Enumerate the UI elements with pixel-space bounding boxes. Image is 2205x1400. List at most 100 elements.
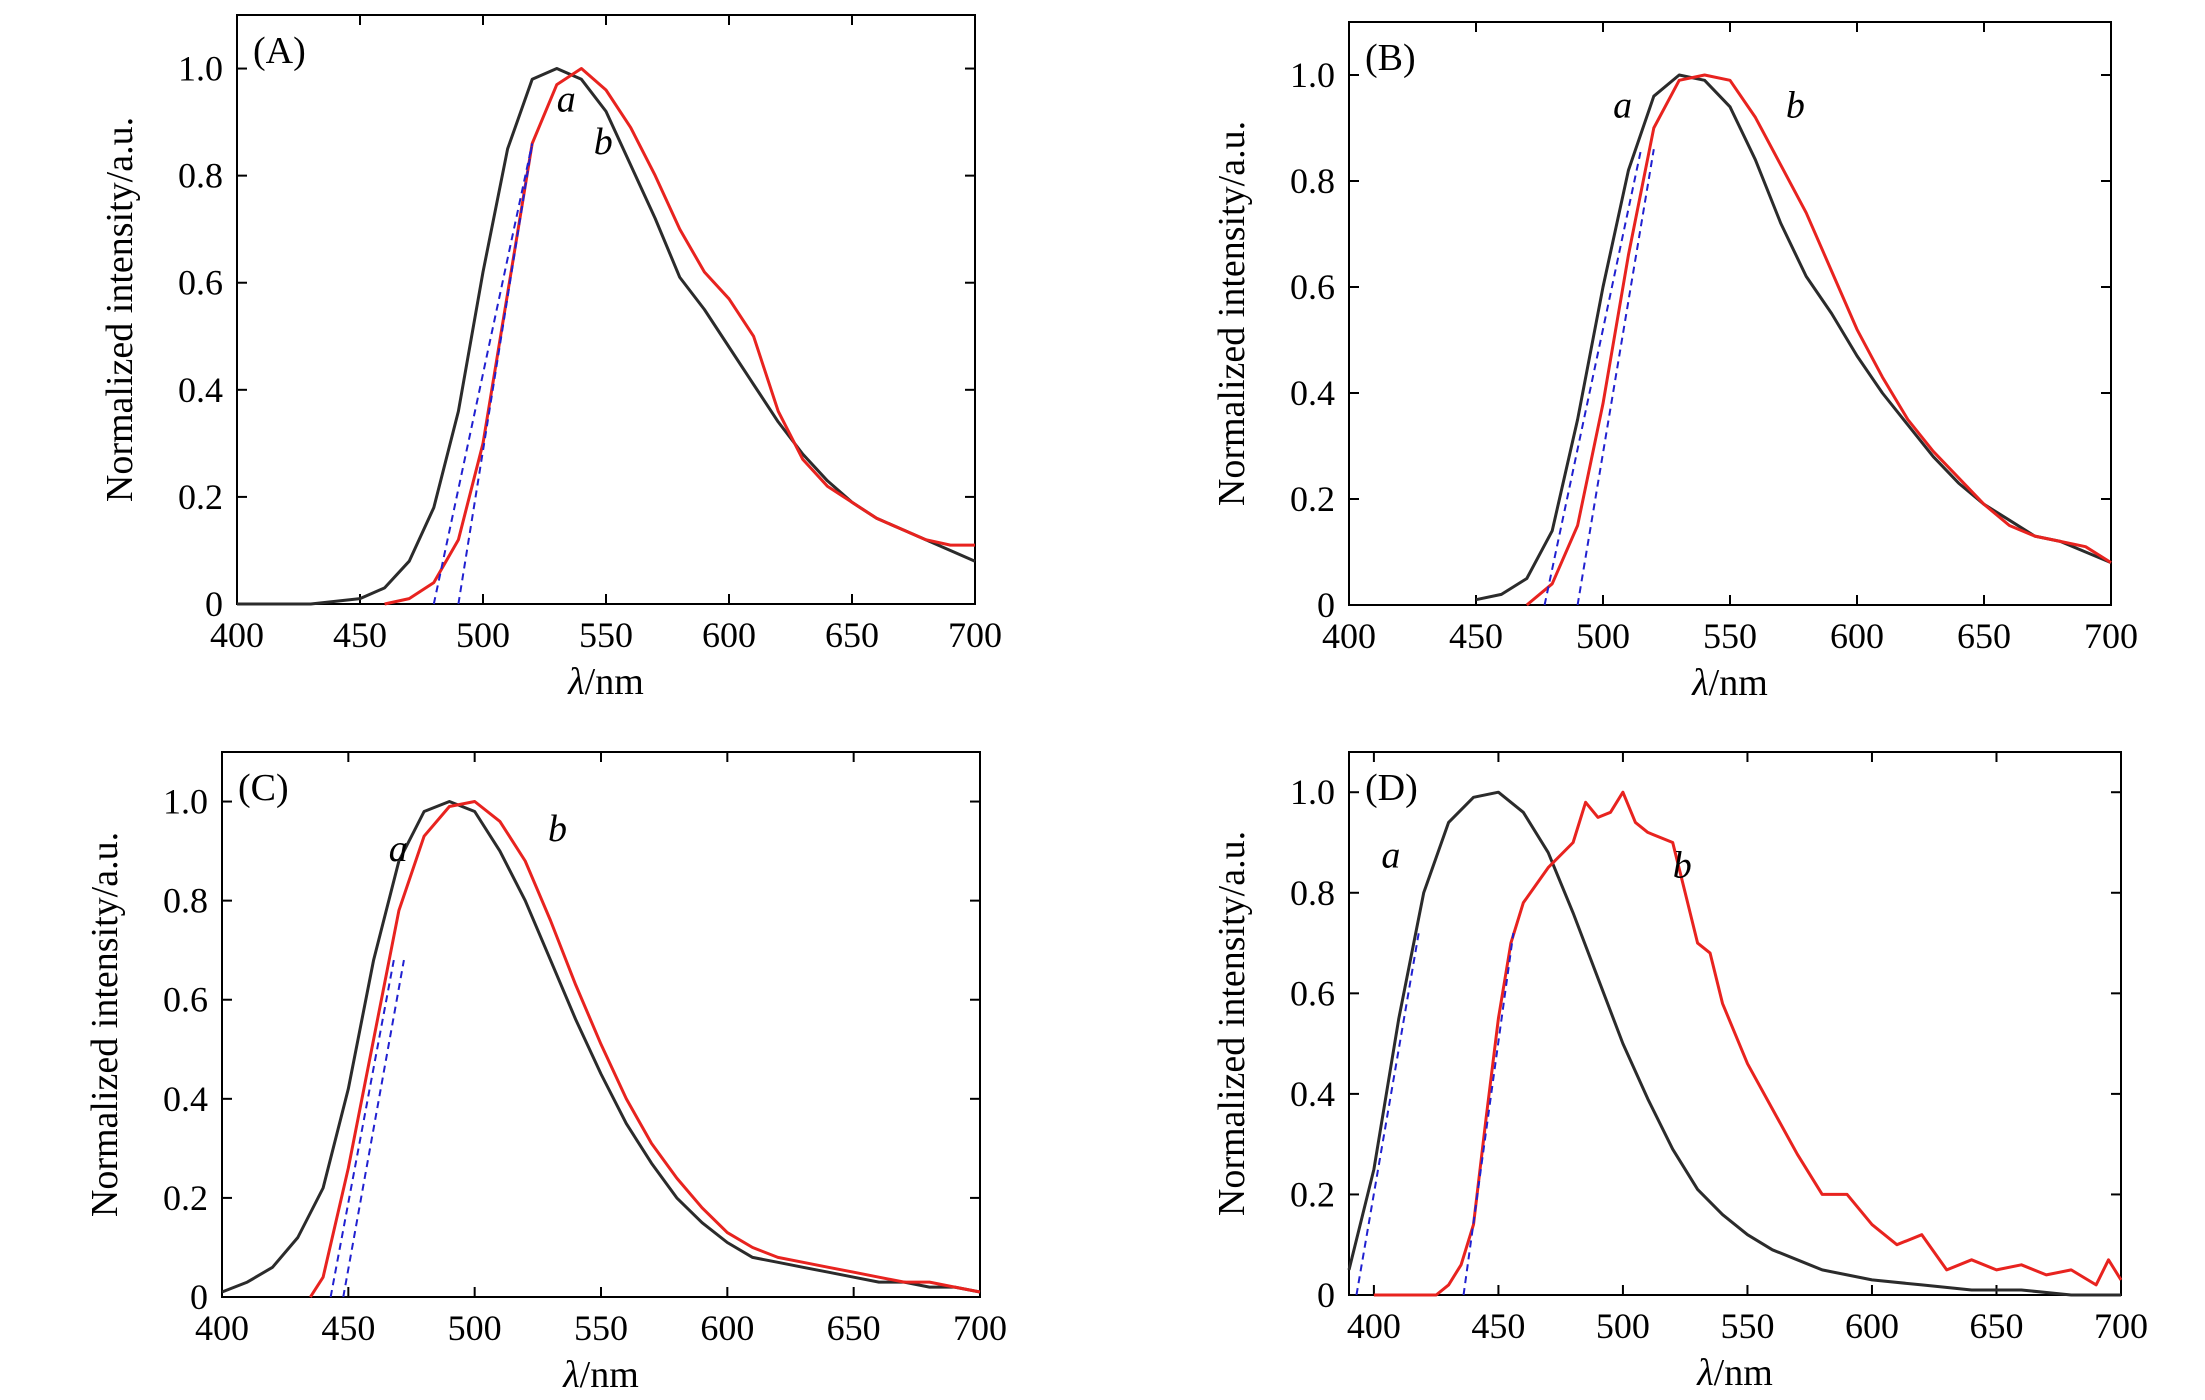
y-tick-label: 1.0 [1290, 772, 1335, 812]
y-tick-label: 0.6 [1290, 973, 1335, 1013]
x-tick-label: 400 [195, 1308, 249, 1348]
x-axis-symbol: λ [1696, 1352, 1713, 1394]
x-tick-label: 600 [1830, 616, 1884, 656]
y-axis-title: Normalized intensity/a.u. [1211, 121, 1253, 506]
series-line-a [221, 800, 981, 1294]
y-tick-label: 0.2 [1290, 1174, 1335, 1214]
curve-label-b: b [1673, 845, 1692, 887]
series-line-b [309, 800, 981, 1298]
x-tick-label: 500 [448, 1308, 502, 1348]
x-tick-label: 650 [1957, 616, 2011, 656]
y-tick-label: 1.0 [1290, 55, 1335, 95]
tangent-line [1543, 148, 1643, 606]
x-tick-label: 550 [579, 615, 633, 655]
y-tick-label: 0 [1317, 1275, 1335, 1315]
x-axis-unit: /nm [1709, 662, 1768, 704]
curve-label-b: b [594, 121, 613, 163]
x-tick-label: 700 [2094, 1306, 2148, 1346]
y-tick-label: 0.8 [1290, 161, 1335, 201]
series-line-b [1525, 73, 2112, 607]
tangent-line [1355, 932, 1420, 1296]
x-tick-label: 400 [1347, 1306, 1401, 1346]
series-line-b [1373, 790, 2123, 1297]
x-tick-label: 450 [1449, 616, 1503, 656]
y-tick-label: 0.8 [1290, 873, 1335, 913]
y-tick-label: 1.0 [178, 49, 223, 89]
curve-label-a: a [389, 828, 408, 870]
x-tick-label: 600 [700, 1308, 754, 1348]
y-tick-label: 0.8 [178, 156, 223, 196]
tangent-line [329, 959, 395, 1298]
y-tick-label: 0.6 [1290, 267, 1335, 307]
x-tick-label: 550 [1703, 616, 1757, 656]
x-axis-unit: /nm [580, 1354, 639, 1396]
tangent-line [1462, 932, 1515, 1296]
x-tick-label: 450 [321, 1308, 375, 1348]
series-line-b [384, 67, 975, 606]
y-tick-label: 1.0 [163, 782, 208, 822]
x-axis-title: λ/nm [567, 661, 644, 703]
panel-label: (B) [1365, 37, 1416, 79]
panel-label: (A) [253, 30, 306, 72]
x-tick-label: 400 [210, 615, 264, 655]
x-tick-label: 700 [953, 1308, 1007, 1348]
y-tick-label: 0.2 [178, 477, 223, 517]
panel-label: (D) [1365, 767, 1418, 809]
y-tick-label: 0.2 [1290, 479, 1335, 519]
curve-label-a: a [1613, 84, 1632, 126]
x-tick-label: 650 [1969, 1306, 2023, 1346]
panel-label: (C) [238, 767, 289, 809]
x-tick-label: 700 [2084, 616, 2138, 656]
y-axis-title: Normalized intensity/a.u. [84, 832, 126, 1217]
x-axis-unit: /nm [585, 661, 644, 703]
y-tick-label: 0.4 [1290, 1074, 1335, 1114]
x-axis-title: λ/nm [562, 1354, 639, 1396]
curve-label-a: a [557, 78, 576, 120]
x-tick-label: 700 [948, 615, 1002, 655]
x-tick-label: 650 [827, 1308, 881, 1348]
x-tick-label: 550 [574, 1308, 628, 1348]
y-tick-label: 0 [205, 584, 223, 624]
tangent-line [1576, 149, 1655, 606]
y-tick-label: 0.6 [163, 980, 208, 1020]
curve-label-b: b [548, 808, 567, 850]
y-tick-label: 0 [1317, 585, 1335, 625]
tangent-line [432, 143, 534, 605]
y-tick-label: 0.2 [163, 1178, 208, 1218]
x-tick-label: 550 [1720, 1306, 1774, 1346]
y-tick-label: 0.4 [1290, 373, 1335, 413]
x-tick-label: 450 [333, 615, 387, 655]
y-tick-label: 0.8 [163, 881, 208, 921]
curve-label-b: b [1786, 84, 1805, 126]
y-axis-title: Normalized intensity/a.u. [99, 117, 141, 502]
x-axis-symbol: λ [562, 1354, 579, 1396]
y-tick-label: 0 [190, 1277, 208, 1317]
y-tick-label: 0.4 [163, 1079, 208, 1119]
x-axis-symbol: λ [567, 661, 584, 703]
x-tick-label: 500 [456, 615, 510, 655]
y-tick-label: 0.4 [178, 370, 223, 410]
series-line-a [1347, 790, 2121, 1297]
x-axis-unit: /nm [1714, 1352, 1773, 1394]
tangent-line [457, 143, 534, 605]
curve-label-a: a [1381, 835, 1400, 877]
series-line-a [1475, 73, 2112, 602]
tangent-line [342, 959, 405, 1298]
x-tick-label: 500 [1596, 1306, 1650, 1346]
x-axis-symbol: λ [1691, 662, 1708, 704]
y-tick-label: 0.6 [178, 263, 223, 303]
x-axis-title: λ/nm [1691, 662, 1768, 704]
x-tick-label: 500 [1576, 616, 1630, 656]
x-tick-label: 650 [825, 615, 879, 655]
plot-frame-d [1348, 751, 2122, 1296]
x-tick-label: 400 [1322, 616, 1376, 656]
x-tick-label: 450 [1471, 1306, 1525, 1346]
x-axis-title: λ/nm [1696, 1352, 1773, 1394]
x-tick-label: 600 [1845, 1306, 1899, 1346]
x-tick-label: 600 [702, 615, 756, 655]
